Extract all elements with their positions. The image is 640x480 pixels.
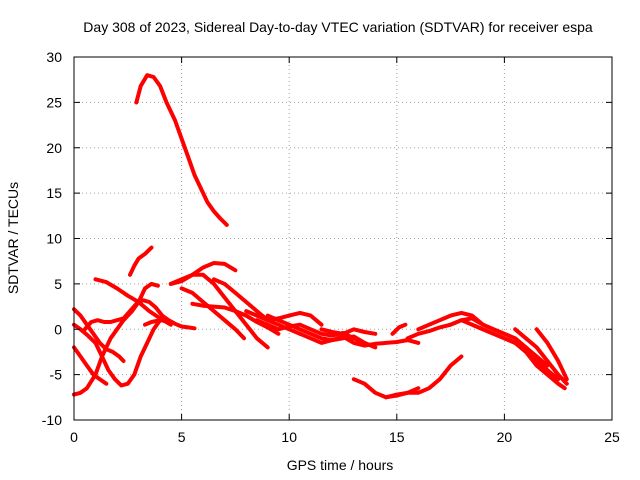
series-arc-6	[72, 318, 163, 388]
plot-frame	[73, 56, 613, 421]
series-arc-2	[128, 245, 154, 277]
series-arc-22	[390, 322, 408, 336]
y-tick-label: 0	[54, 321, 62, 337]
y-tick-label: -10	[42, 412, 62, 428]
series-arc-9	[143, 318, 173, 327]
x-axis-title: GPS time / hours	[287, 457, 394, 473]
series-arc-28	[513, 327, 569, 386]
y-tick-label: 20	[46, 140, 62, 156]
series-arc-27	[502, 336, 567, 391]
x-tick-label: 25	[604, 429, 620, 445]
series-arc-11	[168, 272, 270, 350]
series-arc-16	[254, 318, 367, 345]
series-arc-5	[72, 307, 126, 363]
series-arc-29	[534, 327, 569, 382]
y-tick-label: 5	[54, 276, 62, 292]
grid	[74, 57, 612, 420]
series-arc-3	[72, 281, 160, 397]
series-arc-17	[265, 313, 378, 350]
x-tick-label: 15	[389, 429, 405, 445]
series-arc-4	[72, 345, 109, 386]
series-arc-19	[319, 327, 378, 336]
y-tick-label: 15	[46, 185, 62, 201]
series-arc-8	[93, 277, 173, 327]
y-tick-label: 25	[46, 94, 62, 110]
series-arc-24	[416, 310, 507, 336]
y-tick-label: -5	[50, 367, 63, 383]
series-arc-15	[244, 309, 324, 327]
series-arc-1	[134, 73, 229, 227]
y-tick-label: 10	[46, 231, 62, 247]
x-tick-label: 20	[497, 429, 513, 445]
axes: 0 5 10 15 20 25 -10 -5 0 5 10 15 20 25 30	[42, 49, 620, 445]
data-series	[72, 73, 569, 400]
chart-title: Day 308 of 2023, Sidereal Day-to-day VTE…	[83, 19, 593, 35]
series-arc-12	[179, 286, 246, 341]
y-axis-title: SDTVAR / TECUs	[5, 182, 21, 294]
x-tick-label: 0	[70, 429, 78, 445]
y-tick-label: 30	[46, 49, 62, 65]
x-tick-label: 10	[281, 429, 297, 445]
series-arc-18	[298, 331, 421, 348]
x-tick-label: 5	[178, 429, 186, 445]
series-arc-21	[384, 354, 464, 400]
series-arc-14	[190, 301, 281, 336]
